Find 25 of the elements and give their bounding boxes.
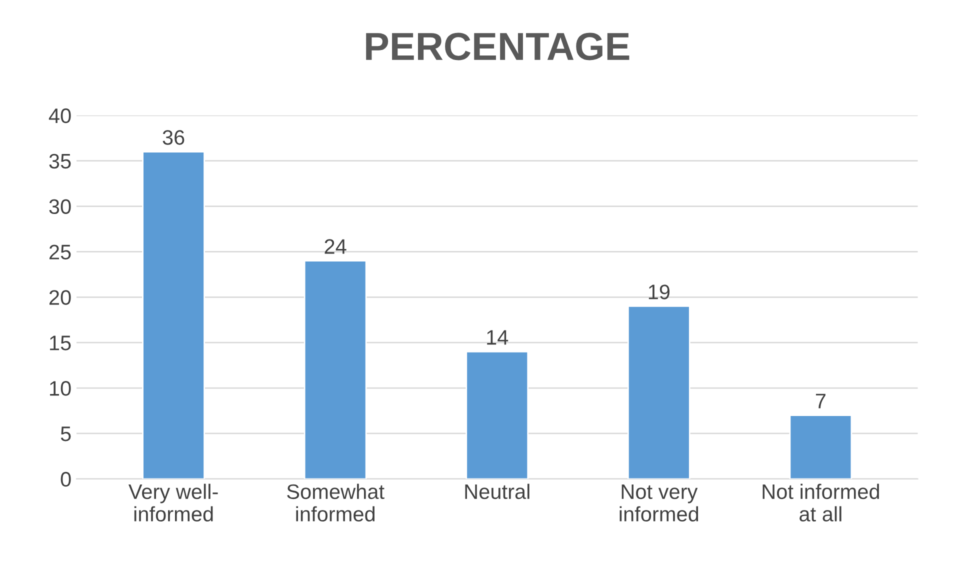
x-tick-label: Not informed at all <box>762 484 879 522</box>
y-tick-label: 10 <box>50 381 71 396</box>
y-tick-label: 0 <box>60 472 71 487</box>
data-label: 7 <box>816 394 826 408</box>
x-tick-label: Not very informed <box>620 484 698 522</box>
bar <box>627 306 690 479</box>
data-label: 36 <box>162 130 184 145</box>
data-label: 24 <box>324 239 346 254</box>
data-label: 19 <box>648 284 670 300</box>
x-tick-label: Neutral <box>465 484 530 500</box>
y-tick-label: 25 <box>49 244 71 260</box>
x-tick-label: Somewhat informed <box>287 484 384 522</box>
bar <box>789 414 852 479</box>
y-tick-label: 35 <box>49 154 71 169</box>
x-tick-label: Very well- informed <box>128 484 218 522</box>
y-tick-label: 40 <box>48 108 71 124</box>
y-tick-label: 5 <box>60 426 71 442</box>
bar <box>304 260 367 479</box>
y-tick-label: 15 <box>50 336 71 350</box>
bar <box>466 350 529 479</box>
y-tick-label: 30 <box>49 199 71 214</box>
chart-title: PERCENTAGE <box>366 32 630 60</box>
data-label: 14 <box>487 330 508 345</box>
bar <box>142 151 205 479</box>
y-tick-label: 20 <box>49 290 71 305</box>
